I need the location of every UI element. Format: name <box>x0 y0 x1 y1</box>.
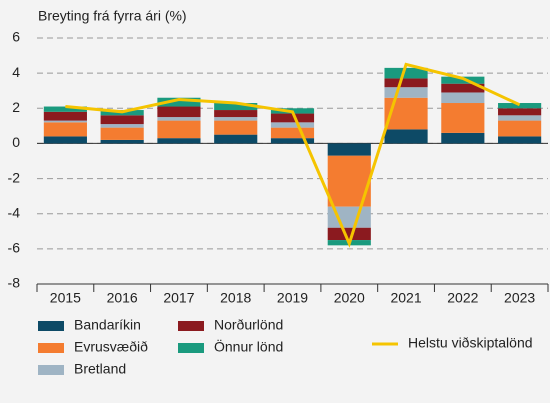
x-tick-label: 2018 <box>220 290 251 306</box>
bar-segment <box>384 67 428 79</box>
bar-segment <box>441 76 485 84</box>
legend-label: Önnur lönd <box>214 338 283 355</box>
bar-segment <box>498 115 542 121</box>
legend-swatch <box>38 343 64 353</box>
x-tick-label: 2019 <box>277 290 308 306</box>
bar-segment <box>100 139 144 144</box>
legend-label: Helstu viðskiptalönd <box>408 335 533 351</box>
y-tick-label: 6 <box>12 29 20 45</box>
y-tick-label: -2 <box>8 169 21 185</box>
bar-segment <box>270 127 315 139</box>
y-tick-label: -8 <box>8 275 21 291</box>
legend-swatch <box>38 321 64 331</box>
bar-segment <box>498 136 542 144</box>
x-tick-label: 2015 <box>50 290 81 306</box>
legend-swatch <box>178 343 204 353</box>
bar-segment <box>157 97 201 107</box>
bar-segment <box>384 129 428 144</box>
bar-segment <box>43 111 87 121</box>
bar-segment <box>157 106 201 118</box>
y-tick-label: 4 <box>12 64 20 80</box>
bar-segment <box>384 87 428 98</box>
bar-segment <box>270 122 315 128</box>
bar-segment <box>327 227 371 241</box>
x-tick-label: 2023 <box>504 290 535 306</box>
bar-segment <box>270 138 315 144</box>
bar-segment <box>270 113 315 123</box>
legend-label: Evrusvæðið <box>74 339 148 355</box>
bar-segment <box>43 136 87 144</box>
x-tick-label: 2017 <box>163 290 194 306</box>
legend-label: Bandaríkin <box>74 317 141 333</box>
bar-segment <box>214 103 258 111</box>
x-tick-label: 2020 <box>334 290 365 306</box>
line <box>65 62 521 248</box>
y-tick-label: -6 <box>8 240 21 256</box>
y-tick-label: 2 <box>12 99 20 115</box>
bar-segment <box>498 120 542 137</box>
bar-segment <box>43 120 87 123</box>
bar-segment <box>214 117 258 121</box>
bar-segment <box>43 122 87 137</box>
bar-segment <box>498 108 542 116</box>
bar-segment <box>441 103 485 133</box>
legend-swatch <box>38 365 64 375</box>
bar-segment <box>327 143 371 156</box>
bar-segment <box>157 117 201 121</box>
legend-swatch <box>178 321 204 331</box>
y-tick-label: -4 <box>8 204 21 220</box>
x-tick-label: 2016 <box>107 290 138 306</box>
y-tick-label: 0 <box>12 134 20 150</box>
bar-segment <box>441 92 485 104</box>
bar-segment <box>441 132 485 144</box>
legend-label: Norðurlönd <box>214 317 283 333</box>
bar-segment <box>100 127 144 140</box>
bar-segment <box>384 78 428 88</box>
bar-segment <box>441 83 485 93</box>
bar-segment <box>498 103 542 109</box>
bar-segment <box>100 115 144 125</box>
bar-segment <box>43 106 87 112</box>
bar-segment <box>214 134 258 144</box>
bar-segment <box>214 120 258 135</box>
legend-label: Bretland <box>74 361 126 377</box>
x-tick-label: 2022 <box>447 290 478 306</box>
x-tick-label: 2021 <box>390 290 421 306</box>
bar-segment <box>100 124 144 128</box>
bar-segment <box>157 138 201 144</box>
bar-segment <box>157 120 201 139</box>
bar-segment <box>214 110 258 118</box>
y-axis-label: Breyting frá fyrra ári (%) <box>38 8 187 24</box>
